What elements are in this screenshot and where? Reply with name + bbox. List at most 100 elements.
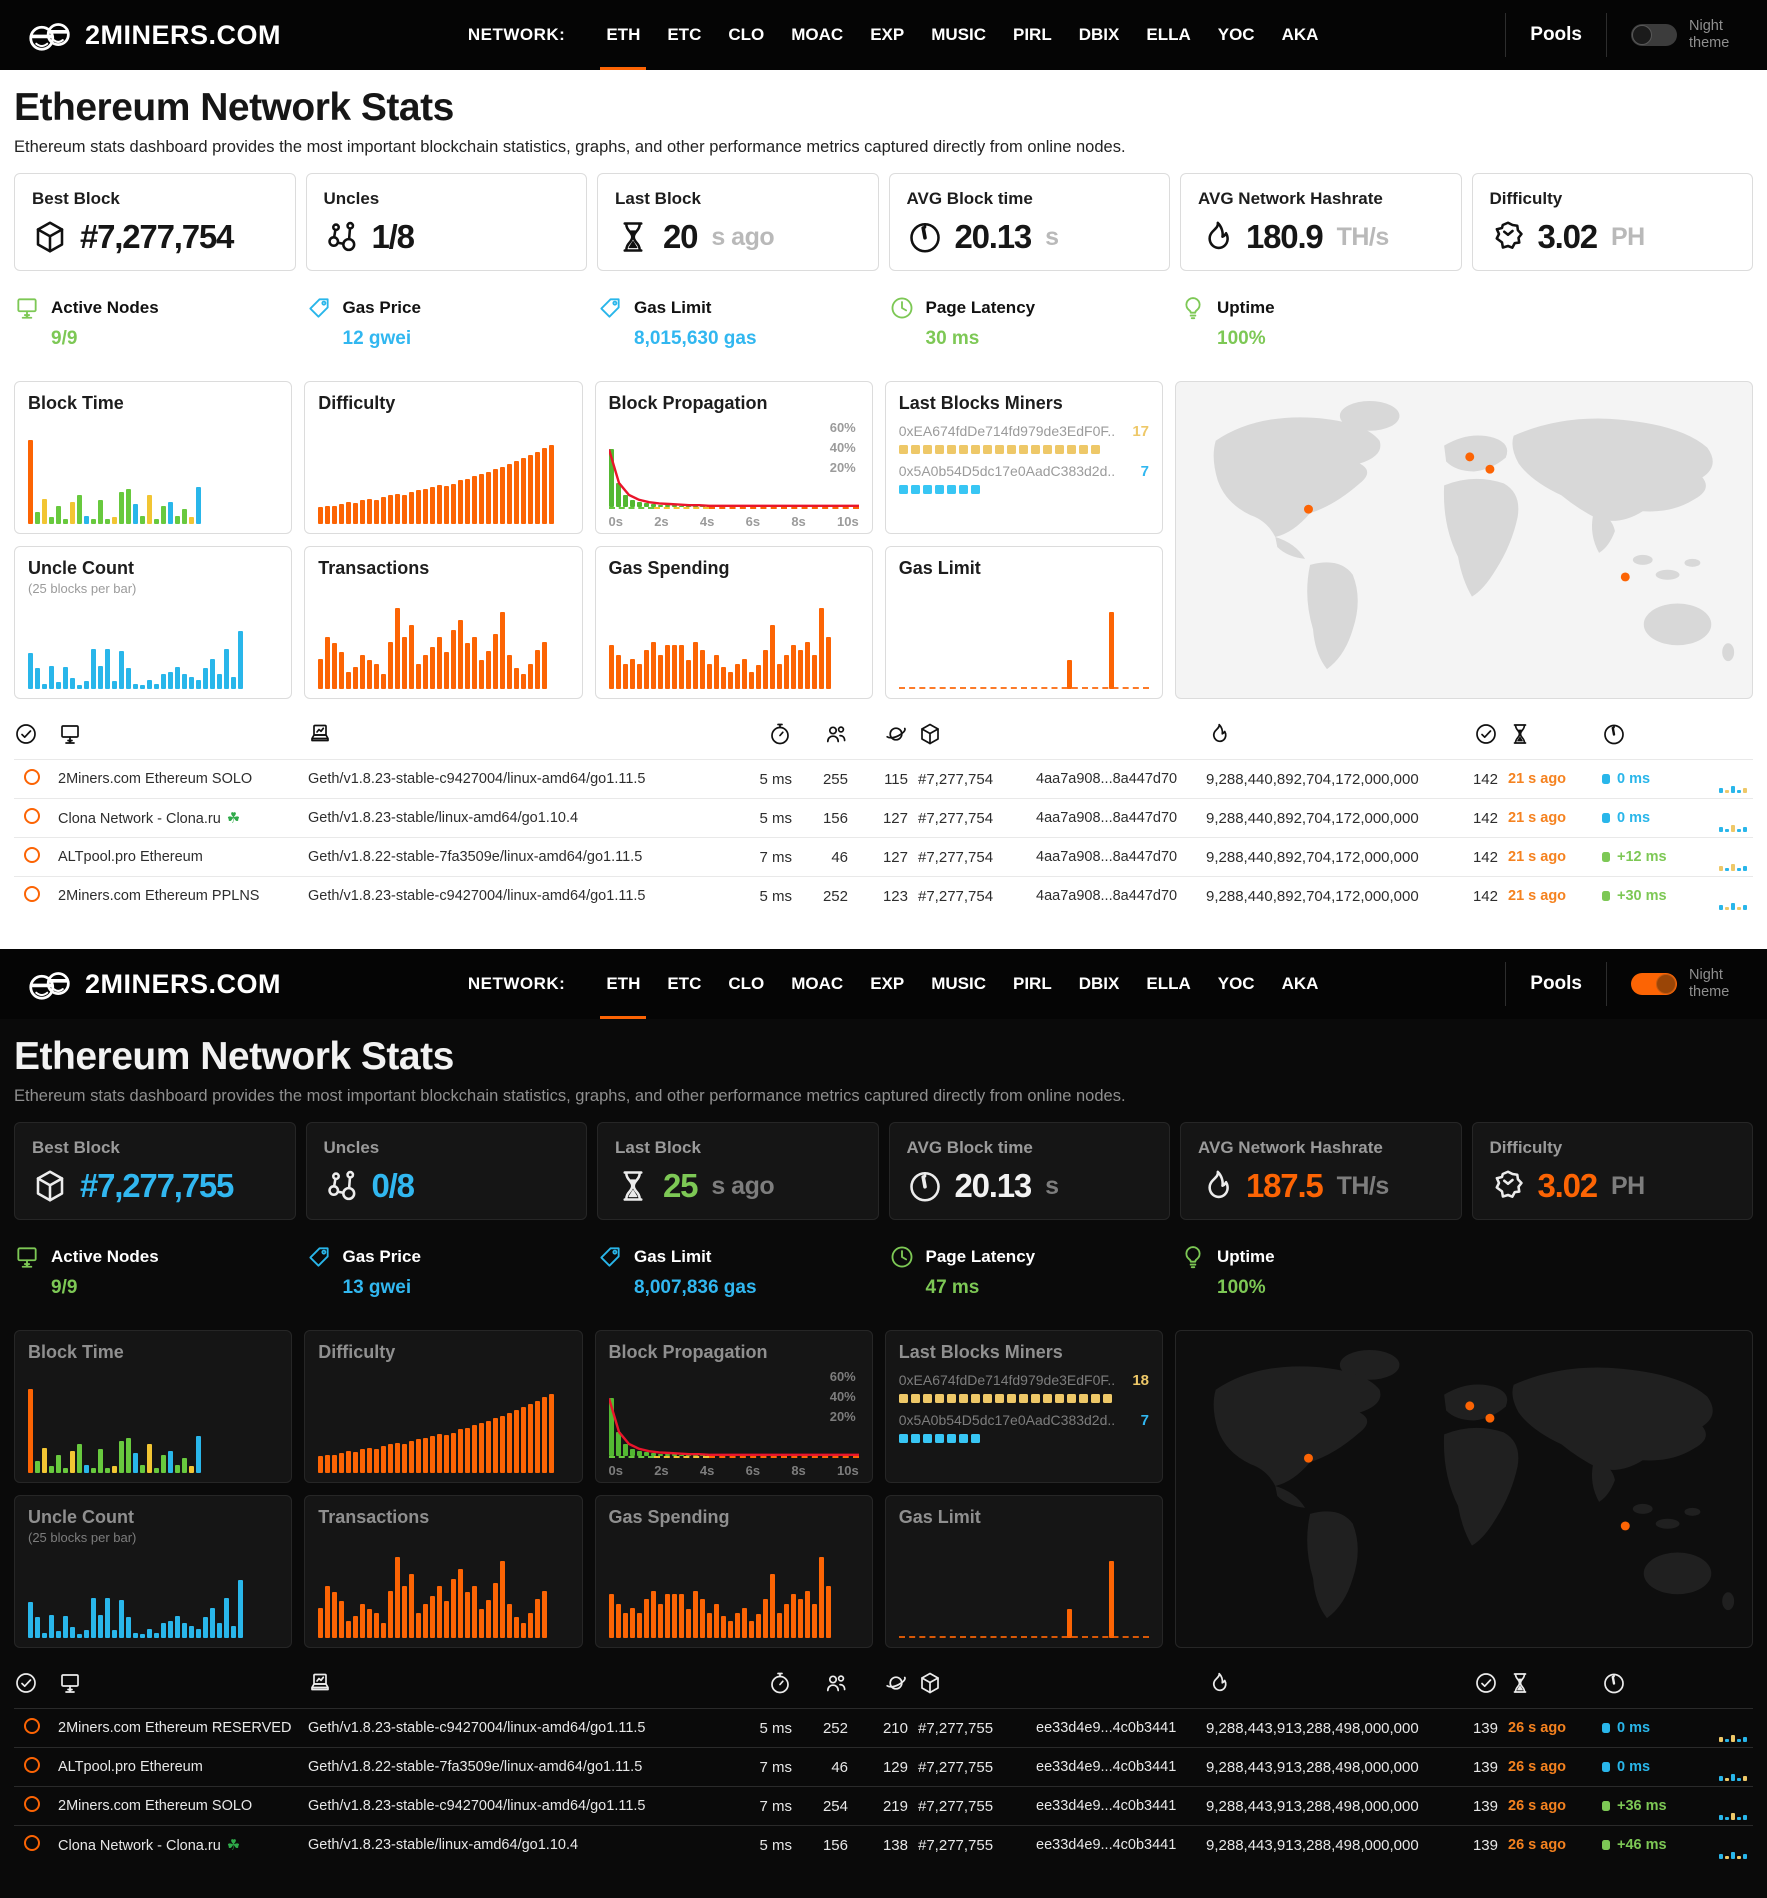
bar xyxy=(458,480,464,524)
cube-icon xyxy=(918,1671,942,1695)
stat-card-label: AVG Network Hashrate xyxy=(1198,1138,1383,1157)
nav-link-eth[interactable]: ETH xyxy=(600,0,647,70)
stat-card-value: 187.5 xyxy=(1246,1167,1324,1204)
stat-card-unit: PH xyxy=(1610,222,1645,251)
stat-card-unit: TH/s xyxy=(1336,222,1390,251)
node-status-cell xyxy=(14,886,58,906)
bar xyxy=(35,1616,40,1638)
nav-link-music[interactable]: MUSIC xyxy=(931,974,986,993)
stat-card-label: Uncles xyxy=(323,1138,380,1157)
night-theme-toggle[interactable]: Night theme xyxy=(1631,967,1739,1002)
nodes-table: 2Miners.com Ethereum RESERVED Geth/v1.8.2… xyxy=(0,1662,1767,1864)
nav-link-dbix[interactable]: DBIX xyxy=(1078,25,1120,44)
bar xyxy=(776,663,782,689)
nav-link-yoc[interactable]: YOC xyxy=(1217,25,1255,44)
nav-link-aka[interactable]: AKA xyxy=(1281,25,1319,44)
nav-link-exp[interactable]: EXP xyxy=(870,25,905,44)
node-latency: 7 ms xyxy=(759,848,792,866)
quick-stat-value: 13 gwei xyxy=(342,1277,412,1298)
nav-link-clo[interactable]: CLO xyxy=(728,25,765,44)
nav-link-dbix[interactable]: DBIX xyxy=(1078,974,1120,993)
bar xyxy=(542,448,548,524)
node-block-age: 21 s ago xyxy=(1508,849,1567,865)
people-icon xyxy=(824,722,848,746)
bar xyxy=(500,466,506,524)
quick-stat-top: Active Nodes xyxy=(14,1244,296,1270)
bar xyxy=(622,1444,628,1456)
quick-stat-value: 9/9 xyxy=(51,328,78,349)
header-cell xyxy=(858,1671,918,1699)
charts-grid: Block Time Difficulty Block Propagation 60%… xyxy=(0,1330,1767,1648)
nav-link-exp[interactable]: EXP xyxy=(870,974,905,993)
nav-link-aka[interactable]: AKA xyxy=(1281,974,1319,993)
block-square xyxy=(946,1394,956,1403)
stat-card-value-row: 1/8 xyxy=(324,218,570,256)
nav-link-ella[interactable]: ELLA xyxy=(1146,974,1191,993)
node-status-ring xyxy=(24,769,40,785)
x-tick: 2s xyxy=(654,514,669,529)
nav-link-etc[interactable]: ETC xyxy=(667,974,702,993)
miner-block-count: 18 xyxy=(1132,1372,1149,1389)
page-subtitle: Ethereum stats dashboard provides the mo… xyxy=(14,138,1126,156)
propagation-history-sparkline xyxy=(1708,799,1753,837)
bar xyxy=(755,665,761,689)
nav-link-moac[interactable]: MOAC xyxy=(791,25,844,44)
nav-link-moac[interactable]: MOAC xyxy=(791,974,844,993)
bar xyxy=(119,1599,124,1638)
bar xyxy=(472,636,478,689)
bar xyxy=(381,1622,387,1638)
stat-card-uncles: Uncles 0/8 xyxy=(305,1122,587,1220)
quick-stats-row: Active Nodes 9/9 Gas Price 12 gwei Gas Limit… xyxy=(0,295,1767,367)
block-square xyxy=(1078,445,1088,454)
block-square xyxy=(1018,1394,1028,1403)
bar xyxy=(161,674,166,689)
stat-card-value-row: 20.13 s xyxy=(907,218,1153,256)
node-propagation-time: +12 ms xyxy=(1617,849,1667,865)
toggle-knob xyxy=(1632,25,1652,45)
pools-link[interactable]: Pools xyxy=(1530,973,1582,994)
propagation-dot xyxy=(1602,1801,1610,1811)
nav-link-yoc[interactable]: YOC xyxy=(1217,974,1255,993)
clock-icon xyxy=(889,295,915,321)
nav-link-ella[interactable]: ELLA xyxy=(1146,25,1191,44)
nav-link-clo[interactable]: CLO xyxy=(728,974,765,993)
brand[interactable]: 2MINERS.COM xyxy=(28,966,281,1003)
gauge-icon xyxy=(1602,722,1626,746)
miner-row: 0x5A0b54D5dc17e0AadC383d2d... 7 xyxy=(898,1412,1149,1443)
propagation-history-sparkline xyxy=(1708,1826,1753,1864)
bar xyxy=(1108,1560,1114,1638)
bar xyxy=(622,1612,628,1638)
bar xyxy=(182,1623,187,1638)
node-last-block: #7,277,755 xyxy=(918,1719,994,1737)
toggle-track[interactable] xyxy=(1631,24,1677,46)
nav-link-pirl[interactable]: PIRL xyxy=(1013,974,1052,993)
bar xyxy=(664,645,670,689)
bar xyxy=(196,679,201,689)
page-title: Ethereum Network Stats xyxy=(14,1035,454,1078)
propagation-dot xyxy=(1602,852,1610,862)
nav-link-pirl[interactable]: PIRL xyxy=(1013,25,1052,44)
toggle-track[interactable] xyxy=(1631,973,1677,995)
brand[interactable]: 2MINERS.COM xyxy=(28,17,281,54)
stat-card-value: 180.9 xyxy=(1246,218,1324,255)
stat-card-value-row: 187.5 TH/s xyxy=(1198,1167,1444,1205)
miners-logo-icon xyxy=(28,966,72,1003)
bar xyxy=(318,507,324,524)
bar xyxy=(535,650,541,689)
node-total-difficulty: 9,288,440,892,704,172,000,000 xyxy=(1206,809,1419,827)
quick-stat-value: 8,015,630 gas xyxy=(634,328,757,349)
propagation-dot xyxy=(1602,1840,1610,1850)
nav-link-etc[interactable]: ETC xyxy=(667,25,702,44)
pools-link[interactable]: Pools xyxy=(1530,24,1582,45)
block-square xyxy=(898,1434,908,1443)
network-label: NETWORK: xyxy=(467,25,566,44)
bar xyxy=(175,666,180,689)
nav-link-music[interactable]: MUSIC xyxy=(931,25,986,44)
night-theme-toggle[interactable]: Night theme xyxy=(1631,18,1739,53)
stat-card-avg-network-hashrate: AVG Network Hashrate 180.9 TH/s xyxy=(1180,173,1462,271)
bar xyxy=(500,1415,506,1473)
bar xyxy=(133,683,138,689)
nav-link-eth[interactable]: ETH xyxy=(600,949,647,1019)
bar xyxy=(500,611,506,689)
chart-card-block-time: Block Time xyxy=(14,381,293,534)
